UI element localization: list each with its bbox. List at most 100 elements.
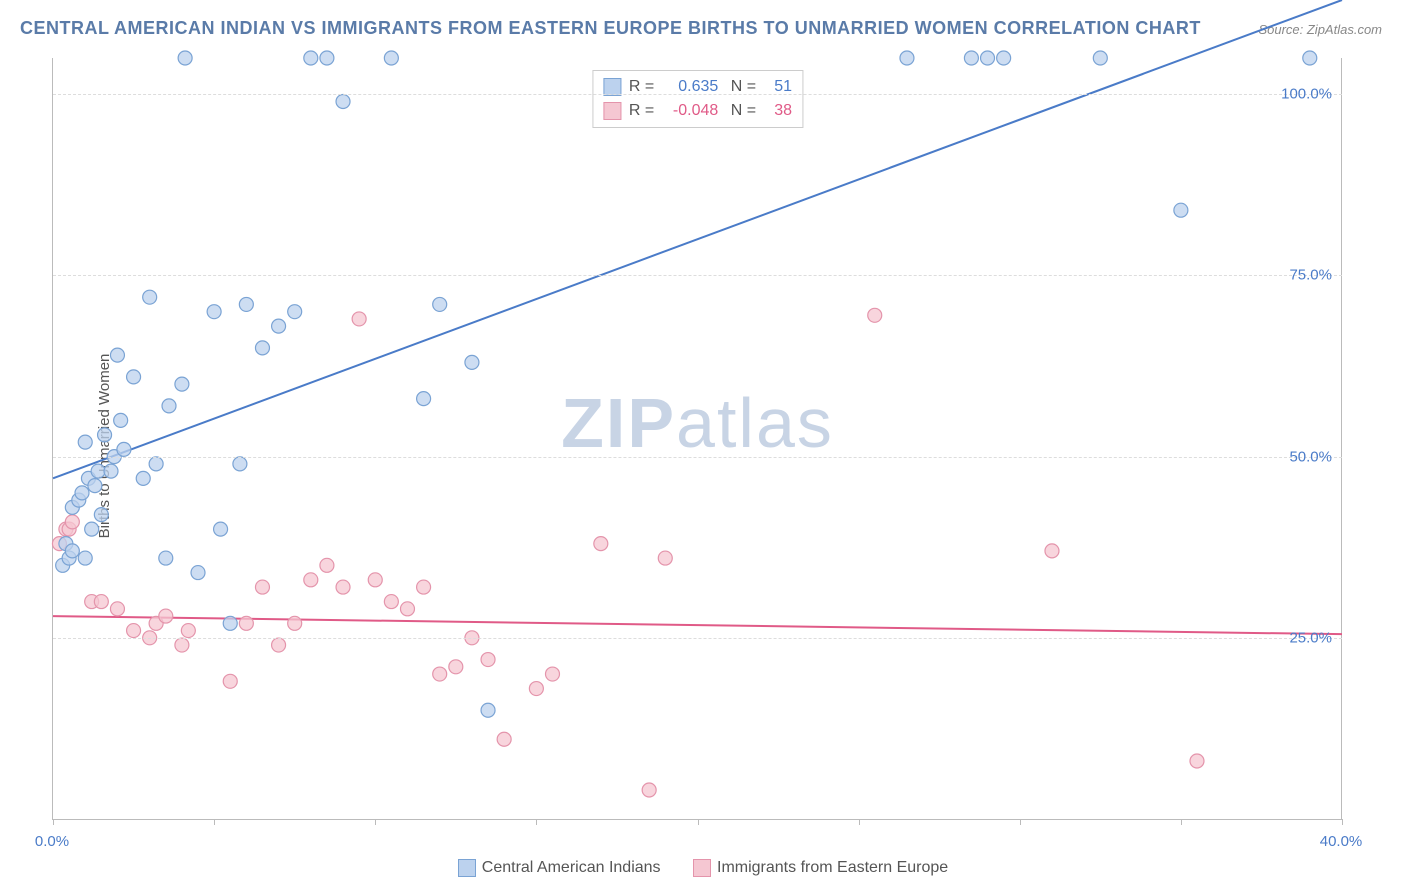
data-point xyxy=(191,566,205,580)
data-point xyxy=(352,312,366,326)
data-point xyxy=(964,51,978,65)
data-point xyxy=(159,609,173,623)
data-point xyxy=(114,413,128,427)
data-point xyxy=(529,682,543,696)
data-point xyxy=(658,551,672,565)
data-point xyxy=(78,551,92,565)
data-point xyxy=(900,51,914,65)
y-tick-label: 75.0% xyxy=(1289,267,1332,284)
data-point xyxy=(272,638,286,652)
y-tick-label: 100.0% xyxy=(1281,86,1332,103)
data-point xyxy=(223,674,237,688)
data-point xyxy=(65,544,79,558)
legend-label-0: Central American Indians xyxy=(482,859,661,877)
data-point xyxy=(336,94,350,108)
data-point xyxy=(272,319,286,333)
data-point xyxy=(255,341,269,355)
data-point xyxy=(497,732,511,746)
gridline xyxy=(53,94,1342,95)
data-point xyxy=(175,377,189,391)
gridline xyxy=(53,638,1342,639)
data-point xyxy=(1303,51,1317,65)
data-point xyxy=(1045,544,1059,558)
data-point xyxy=(110,602,124,616)
data-point xyxy=(384,595,398,609)
data-point xyxy=(417,392,431,406)
data-point xyxy=(181,624,195,638)
page-title: CENTRAL AMERICAN INDIAN VS IMMIGRANTS FR… xyxy=(20,18,1201,39)
legend-swatch-1 xyxy=(693,859,711,877)
data-point xyxy=(159,551,173,565)
y-tick-label: 25.0% xyxy=(1289,629,1332,646)
data-point xyxy=(239,616,253,630)
data-point xyxy=(94,595,108,609)
x-tick xyxy=(536,819,537,825)
x-tick-label: 40.0% xyxy=(1320,833,1363,850)
data-point xyxy=(400,602,414,616)
x-tick xyxy=(53,819,54,825)
gridline xyxy=(53,457,1342,458)
data-point xyxy=(214,522,228,536)
data-point xyxy=(149,457,163,471)
data-point xyxy=(320,558,334,572)
stat-r-value-0: 0.635 xyxy=(662,75,718,99)
data-point xyxy=(868,308,882,322)
data-point xyxy=(91,464,105,478)
data-point xyxy=(94,508,108,522)
data-point xyxy=(1093,51,1107,65)
x-tick xyxy=(1020,819,1021,825)
data-point xyxy=(288,616,302,630)
stat-n-value-1: 38 xyxy=(764,99,792,123)
x-tick-label: 0.0% xyxy=(35,833,69,850)
data-point xyxy=(433,297,447,311)
y-tick-label: 50.0% xyxy=(1289,448,1332,465)
legend-stats-row: R = 0.635 N = 51 xyxy=(603,75,792,99)
data-point xyxy=(65,515,79,529)
stat-r-label: R = xyxy=(629,75,654,99)
data-point xyxy=(594,537,608,551)
data-point xyxy=(143,290,157,304)
bottom-legend: Central American Indians Immigrants from… xyxy=(0,859,1406,882)
x-tick xyxy=(1342,819,1343,825)
data-point xyxy=(545,667,559,681)
data-point xyxy=(85,522,99,536)
data-point xyxy=(162,399,176,413)
data-point xyxy=(336,580,350,594)
chart-svg xyxy=(53,58,1342,819)
data-point xyxy=(75,486,89,500)
legend-swatch-series-1 xyxy=(603,102,621,120)
data-point xyxy=(288,305,302,319)
legend-stats-row: R = -0.048 N = 38 xyxy=(603,99,792,123)
data-point xyxy=(239,297,253,311)
legend-label-1: Immigrants from Eastern Europe xyxy=(717,859,948,877)
data-point xyxy=(642,783,656,797)
data-point xyxy=(127,370,141,384)
legend-item-1: Immigrants from Eastern Europe xyxy=(693,859,948,877)
chart-plot-area: ZIPatlas R = 0.635 N = 51 R = -0.048 N =… xyxy=(52,58,1342,820)
data-point xyxy=(384,51,398,65)
x-tick xyxy=(214,819,215,825)
stat-r-label: R = xyxy=(629,99,654,123)
data-point xyxy=(255,580,269,594)
data-point xyxy=(1174,203,1188,217)
stat-r-value-1: -0.048 xyxy=(662,99,718,123)
data-point xyxy=(207,305,221,319)
legend-swatch-0 xyxy=(458,859,476,877)
data-point xyxy=(104,464,118,478)
data-point xyxy=(110,348,124,362)
data-point xyxy=(481,703,495,717)
data-point xyxy=(233,457,247,471)
data-point xyxy=(1190,754,1204,768)
data-point xyxy=(304,51,318,65)
data-point xyxy=(78,435,92,449)
data-point xyxy=(136,471,150,485)
stat-n-value-0: 51 xyxy=(764,75,792,99)
x-tick xyxy=(1181,819,1182,825)
data-point xyxy=(449,660,463,674)
data-point xyxy=(368,573,382,587)
data-point xyxy=(433,667,447,681)
x-tick xyxy=(698,819,699,825)
data-point xyxy=(223,616,237,630)
data-point xyxy=(304,573,318,587)
stat-n-label: N = xyxy=(726,75,756,99)
